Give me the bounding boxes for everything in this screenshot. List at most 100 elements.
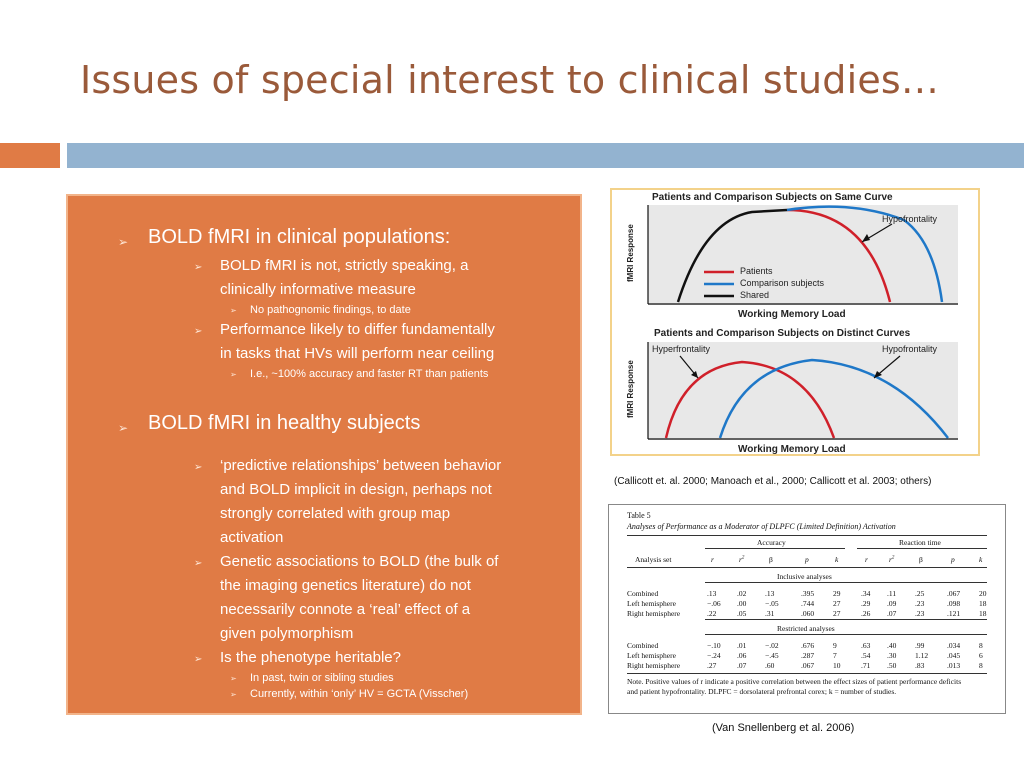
cell-acc-beta: −.02 xyxy=(765,641,779,650)
bottom-y-axis-label: fMRI Response xyxy=(626,360,635,418)
row-label: Right hemisphere xyxy=(627,661,681,670)
top-y-axis-label: fMRI Response xyxy=(626,224,635,282)
bullet-text: Performance likely to differ fundamental… xyxy=(220,321,495,338)
bullet-text: In past, twin or sibling studies xyxy=(250,672,394,684)
cell-rt-k: 18 xyxy=(979,599,987,608)
cell-rt-r: .29 xyxy=(861,599,871,608)
cell-acc-beta: −.05 xyxy=(765,599,779,608)
cell-rt-k: 8 xyxy=(979,641,983,650)
row-label: Combined xyxy=(627,641,659,650)
citation-callicott: (Callicott et. al. 2000; Manoach et al.,… xyxy=(614,476,932,487)
cell-rt-r: .26 xyxy=(861,609,871,618)
cell-acc-p: .067 xyxy=(801,661,815,670)
bullet-text: necessarily connote a ‘real’ effect of a xyxy=(220,601,471,618)
cell-rt-r2: .30 xyxy=(887,651,897,660)
cell-acc-k: 29 xyxy=(833,589,841,598)
cell-acc-r2: .05 xyxy=(737,609,747,618)
cell-rt-p: .121 xyxy=(947,609,961,618)
cell-rt-k: 6 xyxy=(979,651,983,660)
bullet-text: given polymorphism xyxy=(220,625,354,642)
col-rt-k: k xyxy=(979,555,983,564)
group-rt-header: Reaction time xyxy=(899,538,941,547)
arrow-bullet-icon: ➢ xyxy=(118,235,129,249)
top-x-axis-label: Working Memory Load xyxy=(738,309,846,320)
table-rule xyxy=(627,535,987,536)
table-rule xyxy=(857,548,987,549)
bullet-text: activation xyxy=(220,529,284,546)
group-accuracy-header: Accuracy xyxy=(757,538,786,547)
cell-acc-p: .395 xyxy=(801,589,815,598)
cell-rt-p: .013 xyxy=(947,661,961,670)
bullet-level3: ➢ Currently, within ‘only’ HV = GCTA (Vi… xyxy=(230,686,468,702)
slide-title: Issues of special interest to clinical s… xyxy=(80,58,940,102)
hyperfrontality-label: Hyperfrontality xyxy=(652,344,711,354)
bullet-text: I.e., ~100% accuracy and faster RT than … xyxy=(250,368,489,380)
row-label: Left hemisphere xyxy=(627,651,676,660)
cell-acc-k: 9 xyxy=(833,641,837,650)
bullet-text: and BOLD implicit in design, perhaps not xyxy=(220,481,492,498)
arrow-bullet-icon: ➢ xyxy=(194,326,203,337)
legend-shared: Shared xyxy=(740,290,770,300)
bottom-x-axis-label: Working Memory Load xyxy=(738,444,846,455)
legend-patients: Patients xyxy=(740,266,773,276)
cell-acc-p: .676 xyxy=(801,641,815,650)
cell-acc-k: 27 xyxy=(833,609,841,618)
section-restricted: Restricted analyses xyxy=(777,624,835,633)
table-rule xyxy=(705,619,987,620)
bullet-text: in tasks that HVs will perform near ceil… xyxy=(220,345,495,362)
col-analysis-set: Analysis set xyxy=(635,555,672,564)
bullet-panel: ➢ BOLD fMRI in clinical populations: ➢ B… xyxy=(66,194,582,715)
bullet-text: BOLD fMRI in clinical populations: xyxy=(148,226,451,248)
cell-acc-r: .13 xyxy=(707,589,717,598)
arrow-bullet-icon: ➢ xyxy=(230,690,237,699)
bullet-text: No pathognomic findings, to date xyxy=(250,304,411,316)
cell-acc-r: −.06 xyxy=(707,599,721,608)
row-label: Combined xyxy=(627,589,659,598)
table-rule xyxy=(627,567,987,568)
bullet-text: Genetic associations to BOLD (the bulk o… xyxy=(220,553,499,570)
cell-acc-beta: .60 xyxy=(765,661,775,670)
figure-top-title: Patients and Comparison Subjects on Same… xyxy=(652,192,893,203)
bullet-level2: ➢ ‘predictive relationships’ between beh… xyxy=(194,454,501,550)
bullet-level3: ➢ I.e., ~100% accuracy and faster RT tha… xyxy=(230,366,489,382)
col-acc-r2: r2 xyxy=(739,555,744,564)
hypofrontality-label-top: Hypofrontality xyxy=(882,214,938,224)
row-label: Right hemisphere xyxy=(627,609,681,618)
cell-acc-r2: .06 xyxy=(737,651,747,660)
table-rule xyxy=(705,548,845,549)
cell-acc-k: 27 xyxy=(833,599,841,608)
cell-rt-beta: .25 xyxy=(915,589,925,598)
cell-rt-k: 8 xyxy=(979,661,983,670)
table-label: Table 5 xyxy=(627,511,651,520)
inverted-u-figure: Patients and Comparison Subjects on Same… xyxy=(610,188,980,456)
cell-acc-p: .060 xyxy=(801,609,815,618)
cell-rt-p: .067 xyxy=(947,589,961,598)
arrow-bullet-icon: ➢ xyxy=(194,462,203,473)
table5-figure: Table 5 Analyses of Performance as a Mod… xyxy=(608,504,1006,714)
table-note-line2: and patient hypofrontality. DLPFC = dors… xyxy=(627,687,897,696)
table-rule xyxy=(705,582,987,583)
cell-acc-r: .22 xyxy=(707,609,717,618)
cell-rt-beta: .83 xyxy=(915,661,925,670)
bullet-text: Is the phenotype heritable? xyxy=(220,649,401,666)
cell-acc-beta: .31 xyxy=(765,609,775,618)
cell-acc-p: .744 xyxy=(801,599,815,608)
col-rt-p: p xyxy=(951,555,955,564)
cell-acc-k: 10 xyxy=(833,661,841,670)
cell-acc-r2: .02 xyxy=(737,589,747,598)
cell-acc-r2: .01 xyxy=(737,641,747,650)
col-rt-beta: β xyxy=(919,555,923,564)
col-acc-r2-superscript: 2 xyxy=(741,555,745,561)
bullet-level1: ➢ BOLD fMRI in healthy subjects xyxy=(118,410,420,436)
table-caption: Analyses of Performance as a Moderator o… xyxy=(627,522,896,531)
inverted-u-curves xyxy=(647,205,958,440)
bullet-level3: ➢ No pathognomic findings, to date xyxy=(230,302,411,318)
cell-acc-p: .287 xyxy=(801,651,815,660)
bottom-plot-background xyxy=(648,342,958,440)
cell-rt-beta: .23 xyxy=(915,599,925,608)
arrow-bullet-icon: ➢ xyxy=(194,262,203,273)
bullet-level2: ➢ BOLD fMRI is not, strictly speaking, a… xyxy=(194,254,468,302)
legend-comparison: Comparison subjects xyxy=(740,278,825,288)
cell-rt-beta: .23 xyxy=(915,609,925,618)
bullet-text: clinically informative measure xyxy=(220,281,416,298)
